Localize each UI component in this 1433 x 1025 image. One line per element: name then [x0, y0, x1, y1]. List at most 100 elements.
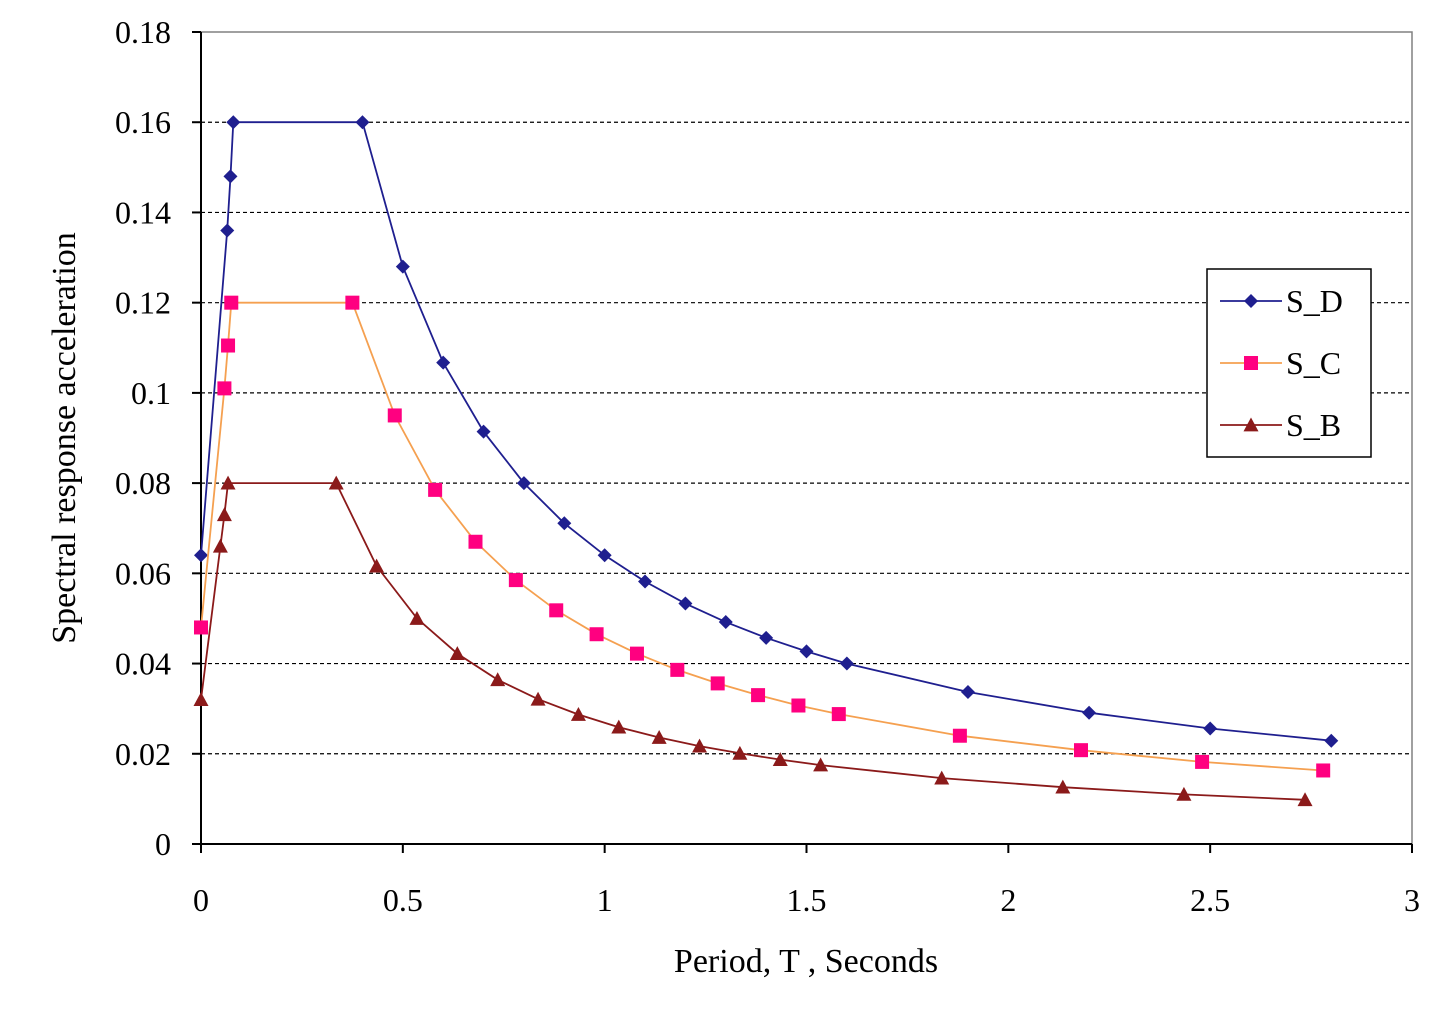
data-point: [813, 757, 829, 772]
x-tick-label: 0.5: [383, 882, 423, 918]
data-point: [1082, 705, 1097, 720]
data-point: [952, 728, 967, 743]
data-point: [589, 627, 604, 642]
data-point: [799, 644, 814, 659]
legend-marker: [1244, 294, 1258, 308]
data-point: [530, 691, 546, 706]
data-point: [1195, 754, 1210, 769]
data-point: [710, 676, 725, 691]
legend: S_D S_C S_B: [1206, 268, 1372, 458]
series-s-d: [194, 115, 1339, 748]
data-point: [549, 603, 564, 618]
data-point: [224, 295, 239, 310]
data-point: [751, 688, 766, 703]
data-point: [839, 656, 854, 671]
data-point: [516, 476, 531, 491]
x-tick-label: 0: [193, 882, 209, 918]
data-point: [638, 574, 653, 589]
data-point: [791, 698, 806, 713]
data-point: [960, 684, 975, 699]
legend-label: S_B: [1286, 407, 1341, 443]
y-tick-label: 0.06: [115, 555, 171, 591]
legend-marker: [1244, 356, 1258, 370]
data-point: [772, 752, 788, 767]
data-point: [692, 738, 708, 753]
y-tick-label: 0.1: [131, 375, 171, 411]
y-tick-label: 0: [155, 826, 171, 862]
data-point: [194, 620, 208, 635]
data-point: [831, 707, 846, 722]
series-line: [200, 121, 1332, 742]
data-point: [193, 692, 209, 707]
data-point: [732, 745, 748, 760]
x-tick-label: 1: [597, 882, 613, 918]
data-point: [212, 538, 228, 553]
data-point: [476, 424, 491, 439]
data-point: [651, 730, 667, 744]
data-point: [395, 259, 410, 274]
data-point: [934, 770, 950, 785]
y-tick-label: 0.02: [115, 736, 171, 772]
data-point: [1297, 792, 1313, 807]
legend-item: S_B: [1220, 407, 1341, 443]
data-point: [1324, 733, 1339, 748]
data-point: [345, 295, 360, 310]
legend-item: S_D: [1220, 283, 1343, 319]
series-s-c: [194, 295, 1331, 778]
data-point: [449, 646, 465, 661]
x-tick-label: 2: [1000, 882, 1016, 918]
series-s-b: [193, 475, 1313, 807]
data-point: [629, 646, 644, 661]
data-point: [387, 408, 402, 423]
data-point: [436, 355, 451, 370]
data-point: [490, 672, 506, 687]
data-point: [597, 548, 612, 563]
y-tick-label: 0.04: [115, 646, 171, 682]
data-point: [670, 662, 685, 677]
data-point: [678, 596, 693, 611]
data-point: [221, 338, 236, 353]
x-tick-label: 1.5: [787, 882, 827, 918]
data-point: [216, 507, 232, 522]
y-axis-title: Spectral response acceleration: [46, 232, 83, 644]
series-line: [200, 482, 1306, 801]
legend-label: S_C: [1286, 345, 1341, 381]
data-point: [570, 707, 586, 721]
data-point: [1203, 721, 1218, 736]
data-point: [1316, 763, 1331, 778]
y-tick-label: 0.18: [115, 14, 171, 50]
y-tick-label: 0.14: [115, 194, 171, 230]
data-point: [759, 630, 774, 645]
data-point: [611, 719, 627, 734]
data-point: [194, 548, 208, 563]
data-point: [328, 475, 344, 490]
data-point: [557, 516, 572, 531]
y-tick-label: 0.12: [115, 285, 171, 321]
data-point: [369, 558, 385, 573]
data-point: [468, 534, 483, 549]
data-point: [217, 381, 232, 396]
data-point: [223, 169, 238, 184]
data-point: [1176, 786, 1192, 801]
data-point: [220, 475, 236, 490]
x-tick-label: 2.5: [1190, 882, 1230, 918]
data-point: [508, 573, 523, 588]
data-point: [409, 610, 425, 625]
data-point: [718, 615, 733, 630]
y-tick-label: 0.16: [115, 104, 171, 140]
x-axis-title: Period, T , Seconds: [674, 943, 938, 980]
data-point: [226, 115, 241, 130]
data-point: [355, 115, 370, 130]
legend-item: S_C: [1220, 345, 1341, 381]
y-tick-label: 0.08: [115, 465, 171, 501]
data-point: [220, 223, 235, 238]
data-point: [1073, 743, 1088, 758]
series-group: [193, 115, 1339, 807]
legend-label: S_D: [1286, 283, 1343, 319]
legend-marker: [1243, 417, 1259, 432]
axis-ticks: 0 0.02 0.04 0.06 0.08 0.1 0.12 0.14 0.16 0.18 0 0.5…: [115, 14, 1420, 918]
data-point: [428, 482, 443, 497]
data-point: [1055, 779, 1071, 794]
